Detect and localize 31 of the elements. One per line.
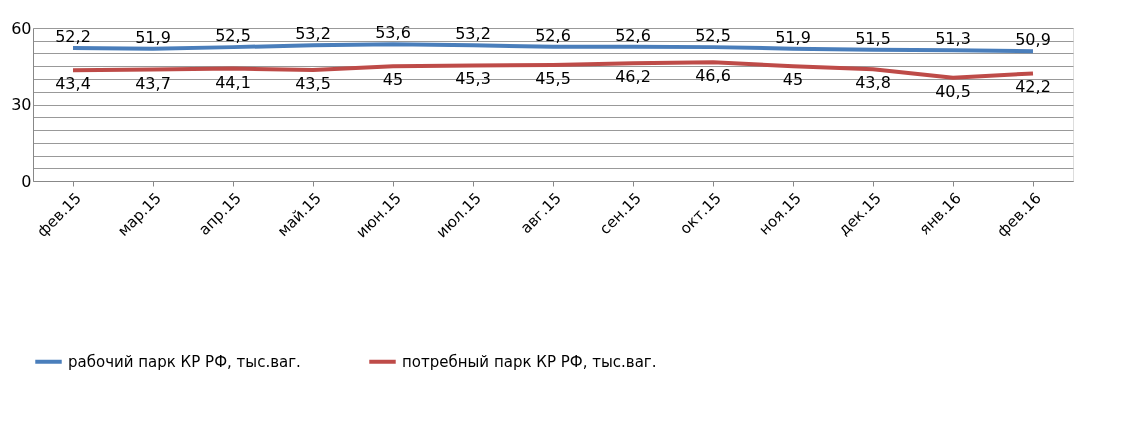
- data-label: 53,6: [375, 23, 411, 43]
- data-label: 52,2: [55, 26, 91, 46]
- legend-label: потребный парк КР РФ, тыс.ваг.: [402, 352, 657, 371]
- data-label: 45,5: [535, 68, 571, 88]
- data-label: 42,2: [1015, 77, 1051, 97]
- legend-label: рабочий парк КР РФ, тыс.ваг.: [68, 352, 301, 371]
- data-label: 43,7: [135, 73, 171, 93]
- data-label: 43,5: [295, 74, 331, 94]
- data-label: 46,6: [695, 66, 731, 86]
- data-label: 50,9: [1015, 30, 1051, 50]
- data-label: 52,5: [695, 26, 731, 46]
- y-tick-label: 0: [21, 171, 32, 191]
- data-label: 53,2: [295, 24, 331, 44]
- data-label: 43,4: [55, 74, 91, 94]
- data-label: 46,2: [615, 67, 651, 87]
- data-label: 45,3: [455, 69, 491, 89]
- data-label: 51,9: [135, 27, 171, 47]
- data-label: 51,5: [855, 28, 891, 48]
- data-label: 44,1: [215, 72, 251, 92]
- y-tick-label: 30: [11, 95, 32, 114]
- data-label: 52,5: [215, 26, 251, 46]
- data-label: 45: [782, 70, 804, 90]
- data-label: 51,9: [775, 27, 811, 47]
- data-label: 52,6: [615, 25, 651, 45]
- data-label: 40,5: [935, 81, 971, 101]
- data-label: 45: [382, 70, 404, 90]
- data-label: 43,8: [855, 73, 891, 93]
- data-label: 53,2: [455, 24, 491, 44]
- y-tick-label: 60: [11, 18, 32, 38]
- data-label: 51,3: [935, 29, 971, 49]
- data-label: 52,6: [535, 25, 571, 45]
